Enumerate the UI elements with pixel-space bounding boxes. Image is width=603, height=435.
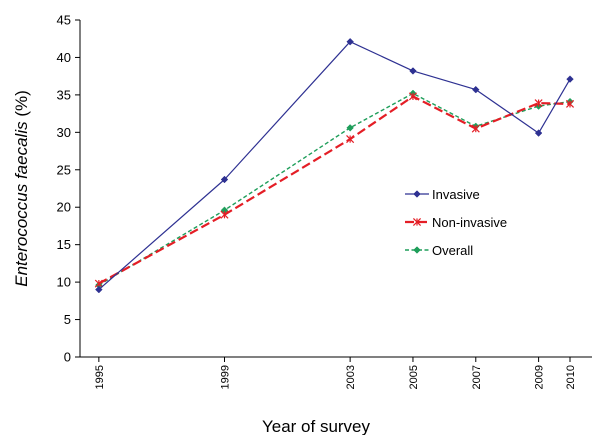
legend-item-non-invasive: Non-invasive (405, 215, 507, 230)
y-tick-label: 20 (57, 200, 71, 215)
data-point-invasive (534, 129, 543, 137)
x-axis-ticks: 1995 1999 2003 2005 2007 2009 2010 (94, 357, 577, 389)
legend-label: Overall (432, 243, 473, 258)
x-tick-label: 2003 (345, 365, 357, 389)
data-point-invasive (566, 75, 574, 83)
series-layer (94, 37, 575, 294)
data-point-invasive (346, 37, 354, 46)
series-line-non-invasive (98, 95, 571, 285)
y-tick-label: 45 (57, 13, 71, 28)
data-point-non-invasive (534, 99, 543, 108)
data-point-non-invasive (408, 92, 417, 101)
legend: Invasive Non-invasive Overall (405, 187, 507, 258)
y-axis-label-italic: Enterococcus faecalis (12, 121, 31, 287)
y-tick-label: 35 (57, 87, 71, 102)
y-tick-label: 25 (57, 162, 71, 177)
legend-label: Non-invasive (432, 215, 507, 230)
series-line-invasive (98, 41, 571, 291)
series-line-overall (98, 92, 571, 286)
series-non-invasive (94, 92, 575, 288)
legend-item-invasive: Invasive (405, 187, 480, 202)
x-tick-label: 2009 (534, 365, 546, 389)
data-point-non-invasive (565, 99, 575, 108)
legend-item-overall: Overall (405, 243, 473, 258)
x-tick-label: 2007 (471, 365, 483, 389)
y-axis-label: Enterococcus faecalis (%) (12, 90, 31, 287)
x-tick-label: 2005 (408, 365, 420, 389)
y-tick-label: 40 (57, 50, 71, 65)
y-tick-label: 30 (57, 125, 71, 140)
y-axis-ticks: 0 5 10 15 20 25 30 35 40 45 (57, 13, 80, 365)
legend-swatch-marker (412, 217, 422, 227)
legend-swatch-marker (413, 246, 421, 254)
x-tick-label: 2010 (565, 365, 577, 389)
data-point-overall (346, 124, 354, 132)
y-axis-label-suffix: (%) (12, 90, 31, 121)
series-overall (95, 89, 574, 289)
y-tick-label: 15 (57, 237, 71, 252)
legend-label: Invasive (432, 187, 480, 202)
x-tick-label: 1999 (219, 365, 231, 389)
series-invasive (95, 37, 574, 294)
data-point-non-invasive (220, 210, 229, 219)
y-tick-label: 10 (57, 275, 71, 290)
data-point-invasive (95, 285, 103, 294)
data-point-invasive (472, 85, 480, 94)
x-tick-label: 1995 (94, 365, 106, 389)
y-tick-label: 5 (64, 312, 71, 327)
data-point-non-invasive (346, 135, 355, 144)
data-point-invasive (220, 175, 229, 184)
axes (79, 20, 592, 358)
y-tick-label: 0 (64, 350, 71, 365)
x-axis-label: Year of survey (262, 417, 371, 435)
data-point-invasive (409, 67, 417, 75)
data-point-non-invasive (471, 124, 480, 133)
legend-swatch-marker (413, 190, 421, 198)
